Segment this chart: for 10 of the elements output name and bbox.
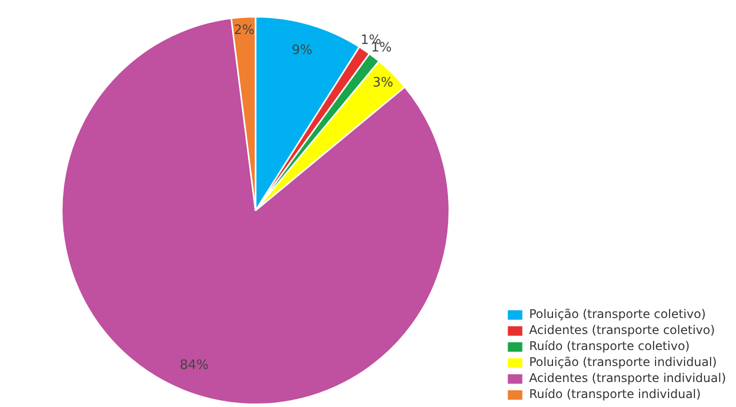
legend-label: Poluição (transporte coletivo) — [529, 307, 706, 322]
legend-label: Poluição (transporte individual) — [529, 355, 717, 370]
legend-label: Acidentes (transporte coletivo) — [529, 323, 715, 338]
data-label: 9% — [292, 42, 312, 58]
legend-label: Ruído (transporte coletivo) — [529, 339, 690, 354]
legend-label: Ruído (transporte individual) — [529, 387, 701, 402]
legend-label: Acidentes (transporte individual) — [529, 371, 726, 386]
data-label: 84% — [180, 358, 209, 373]
data-label: 3% — [372, 75, 394, 90]
data-label: 2% — [234, 23, 255, 38]
